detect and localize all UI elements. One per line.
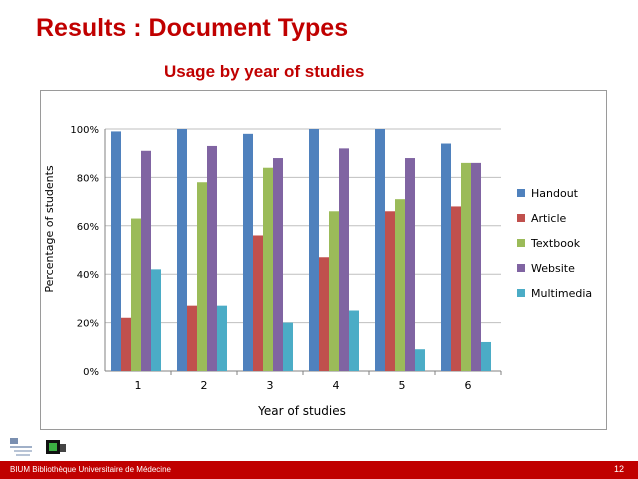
bar-article-year-1 xyxy=(121,317,131,371)
bar-textbook-year-1 xyxy=(131,218,141,371)
bar-multimedia-year-4 xyxy=(349,310,359,371)
bar-website-year-2 xyxy=(207,145,217,371)
y-tick-label: 0% xyxy=(83,367,99,378)
y-tick-label: 100% xyxy=(70,125,99,136)
slide-title: Results : Document Types xyxy=(36,14,349,42)
bar-textbook-year-6 xyxy=(461,162,471,371)
legend-label: Multimedia xyxy=(531,287,592,300)
bar-article-year-3 xyxy=(253,235,263,371)
bar-handout-year-5 xyxy=(375,129,385,371)
legend-label: Article xyxy=(531,212,567,225)
legend-swatch xyxy=(517,239,525,247)
bar-multimedia-year-6 xyxy=(481,341,491,371)
legend-label: Handout xyxy=(531,187,579,200)
y-tick-label: 20% xyxy=(77,319,99,330)
bar-article-year-6 xyxy=(451,206,461,371)
bar-multimedia-year-1 xyxy=(151,269,161,371)
bar-textbook-year-5 xyxy=(395,199,405,371)
legend-label: Website xyxy=(531,262,575,275)
bar-handout-year-2 xyxy=(177,129,187,371)
legend: Handout Article Textbook Website Multimedia xyxy=(517,187,592,300)
x-tick-label: 2 xyxy=(201,379,208,392)
y-tick-label: 60% xyxy=(77,222,99,233)
bar-article-year-2 xyxy=(187,305,197,371)
bars xyxy=(111,129,491,371)
x-axis-label: Year of studies xyxy=(257,404,346,418)
y-tick-label: 40% xyxy=(77,270,99,281)
bar-chart: 0% 20% 40% 60% 80% 100% 1 2 3 4 5 6 Percentage of … xyxy=(43,125,592,418)
bar-handout-year-4 xyxy=(309,129,319,371)
bar-textbook-year-4 xyxy=(329,211,339,371)
x-tick-label: 6 xyxy=(465,379,472,392)
bar-article-year-5 xyxy=(385,211,395,371)
bar-website-year-1 xyxy=(141,150,151,371)
bar-textbook-year-3 xyxy=(263,167,273,371)
bar-multimedia-year-2 xyxy=(217,305,227,371)
x-tick-label: 3 xyxy=(267,379,274,392)
legend-swatch xyxy=(517,214,525,222)
y-tick-labels: 0% 20% 40% 60% 80% 100% xyxy=(70,125,99,378)
bium-logo-icon xyxy=(10,438,66,456)
footer-bar: BIUM Bibliothèque Universitaire de Médec… xyxy=(0,461,638,479)
bar-website-year-6 xyxy=(471,162,481,371)
y-tick-label: 80% xyxy=(77,173,99,184)
bar-article-year-4 xyxy=(319,257,329,371)
chart-frame: 0% 20% 40% 60% 80% 100% 1 2 3 4 5 6 Percentage of … xyxy=(40,90,607,430)
x-tick-label: 5 xyxy=(399,379,406,392)
bar-website-year-5 xyxy=(405,158,415,371)
bar-website-year-4 xyxy=(339,148,349,371)
x-tick-label: 1 xyxy=(135,379,142,392)
x-tick-label: 4 xyxy=(333,379,340,392)
footer-institution: BIUM Bibliothèque Universitaire de Médec… xyxy=(10,465,171,474)
bar-handout-year-3 xyxy=(243,133,253,371)
legend-swatch xyxy=(517,264,525,272)
page-number: 12 xyxy=(613,464,624,474)
legend-swatch xyxy=(517,289,525,297)
bar-handout-year-1 xyxy=(111,131,121,371)
bar-website-year-3 xyxy=(273,158,283,371)
legend-swatch xyxy=(517,189,525,197)
x-tick-labels: 1 2 3 4 5 6 xyxy=(135,371,502,392)
legend-label: Textbook xyxy=(530,237,581,250)
y-axis-label: Percentage of students xyxy=(43,165,56,293)
bar-textbook-year-2 xyxy=(197,182,207,371)
gridlines xyxy=(104,128,501,372)
bar-multimedia-year-5 xyxy=(415,349,425,371)
bar-handout-year-6 xyxy=(441,143,451,371)
institution-logos xyxy=(8,436,68,458)
chart-subtitle: Usage by year of studies xyxy=(164,62,365,81)
bar-multimedia-year-3 xyxy=(283,322,293,371)
